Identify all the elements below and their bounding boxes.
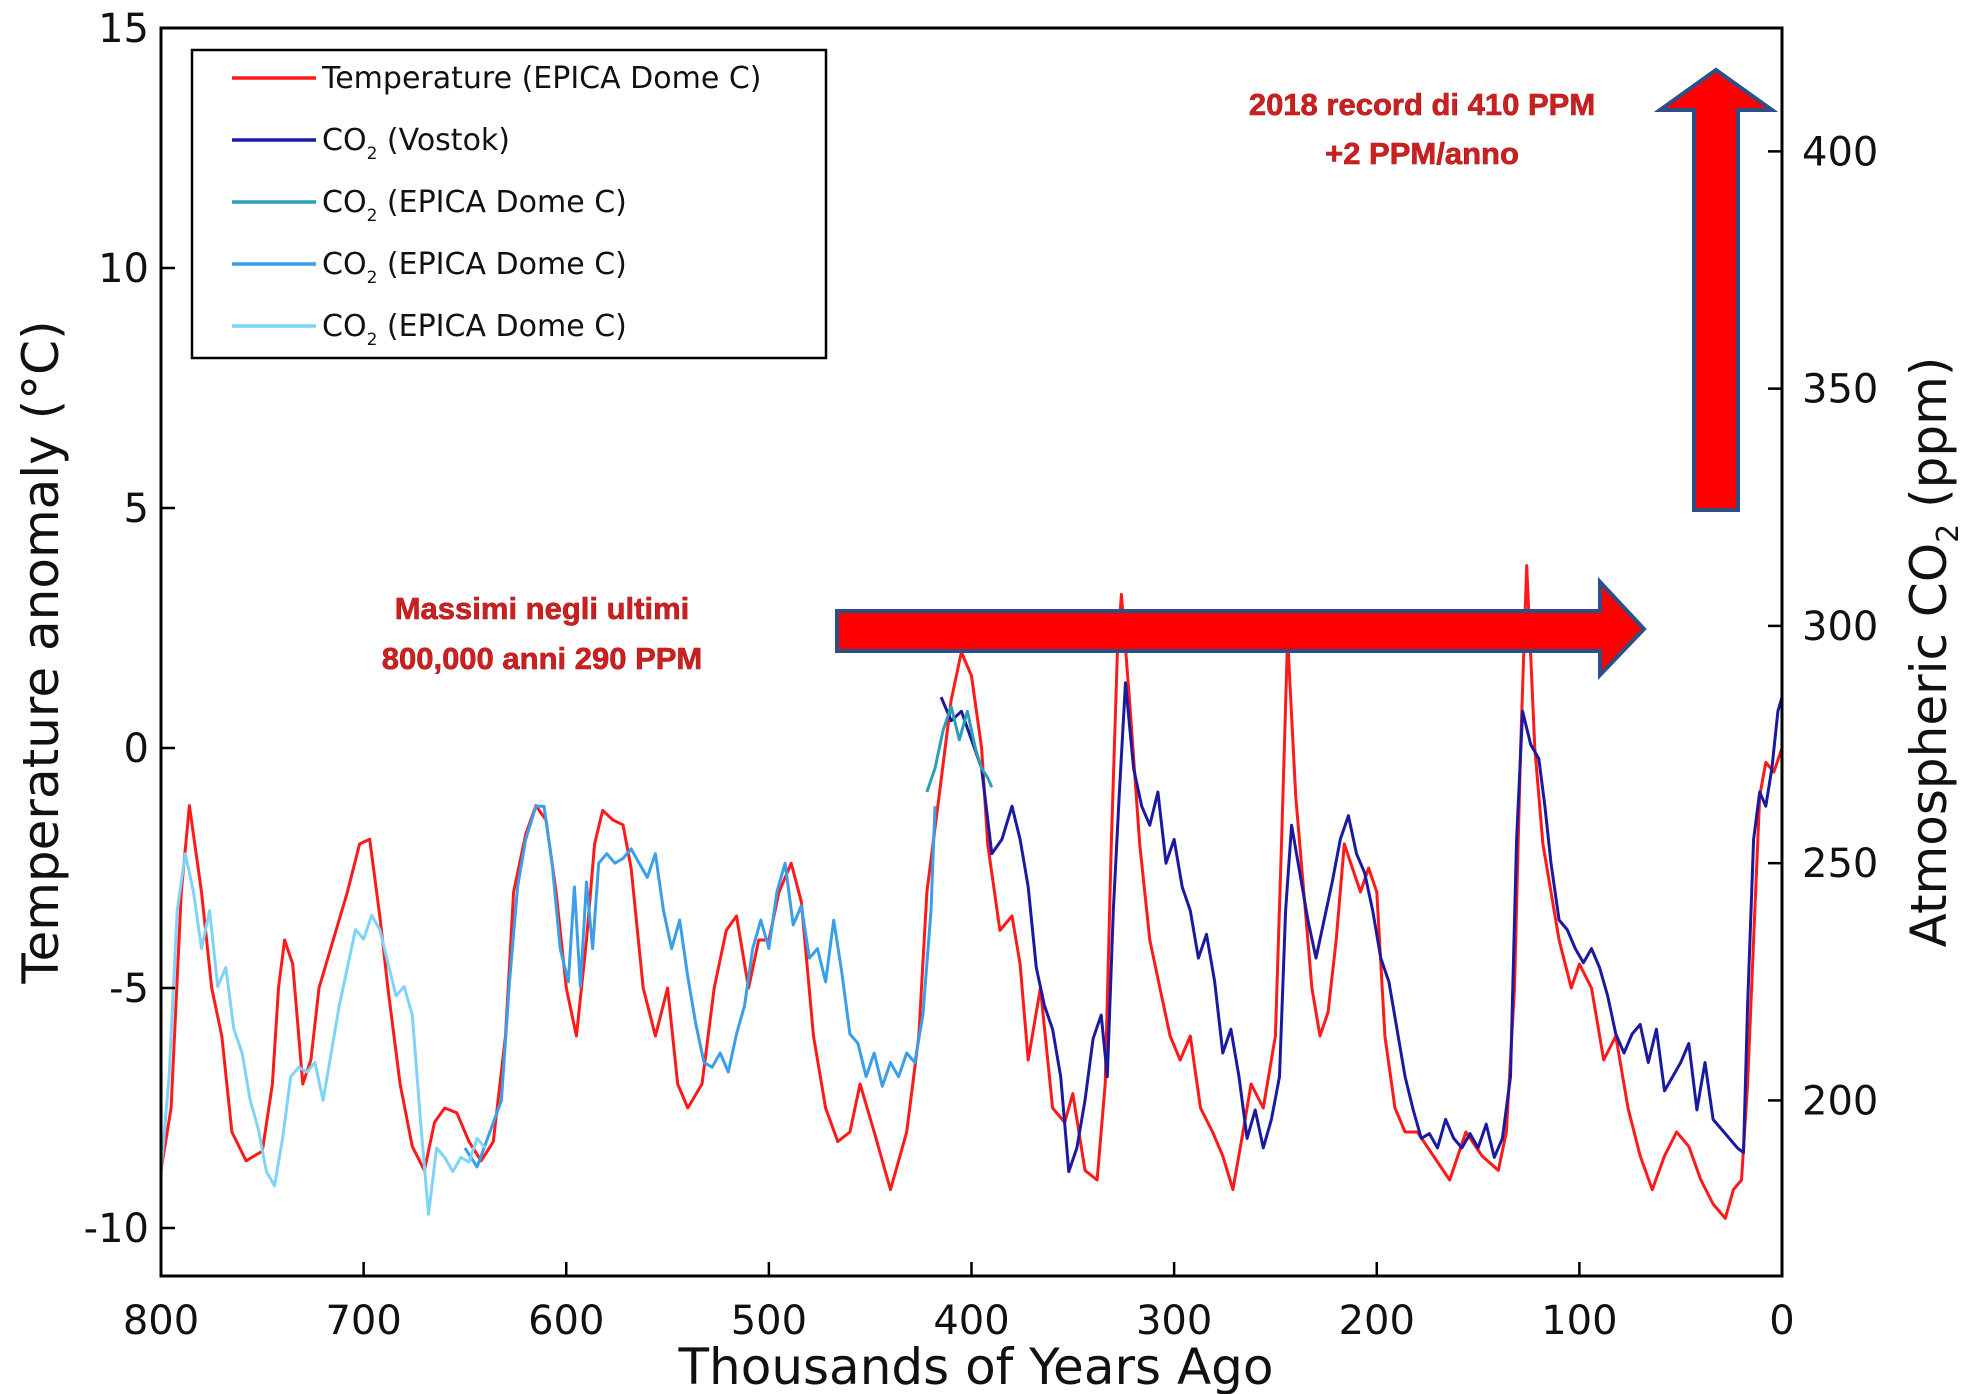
y-tick-label: 10 bbox=[98, 246, 149, 292]
legend-entry-1: CO2 (Vostok) bbox=[322, 123, 510, 164]
legend-entry-3: CO2 (EPICA Dome C) bbox=[322, 247, 627, 288]
record-annotation-line2: +2 PPM/anno bbox=[1325, 136, 1519, 171]
x-tick-label: 700 bbox=[325, 1298, 401, 1344]
y-tick-label: 0 bbox=[124, 726, 149, 772]
x-tick-label: 800 bbox=[123, 1298, 199, 1344]
y2-tick-label: 350 bbox=[1802, 367, 1878, 413]
y2-axis-title: Atmospheric CO2 (ppm) bbox=[1900, 357, 1964, 948]
legend-entry-4: CO2 (EPICA Dome C) bbox=[322, 309, 627, 350]
horizontal-arrow bbox=[835, 576, 1647, 680]
x-axis-title: Thousands of Years Ago bbox=[678, 1338, 1274, 1394]
series-layer bbox=[161, 564, 1782, 1220]
series-line-3 bbox=[463, 804, 937, 1169]
y2-tick-label: 400 bbox=[1802, 129, 1878, 175]
series-line-4 bbox=[161, 852, 487, 1216]
series-line-0 bbox=[161, 564, 1782, 1220]
x-tick-label: 100 bbox=[1541, 1298, 1617, 1344]
x-tick-label: 0 bbox=[1769, 1298, 1794, 1344]
y2-tick-label: 200 bbox=[1802, 1078, 1878, 1124]
plot-frame bbox=[159, 26, 1784, 1278]
y2-tick-label: 300 bbox=[1802, 604, 1878, 650]
legend-entry-0: Temperature (EPICA Dome C) bbox=[321, 61, 762, 96]
vertical-arrow bbox=[1653, 67, 1779, 512]
legend: Temperature (EPICA Dome C) CO2 (Vostok) CO… bbox=[190, 48, 828, 360]
legend-box bbox=[190, 48, 828, 360]
x-tick-label: 400 bbox=[933, 1298, 1009, 1344]
x-tick-label: 600 bbox=[528, 1298, 604, 1344]
y-axis-title: Temperature anomaly (°C) bbox=[12, 320, 70, 984]
max-annotation-line1: Massimi negli ultimi bbox=[395, 591, 690, 626]
y-tick-label: -10 bbox=[84, 1206, 149, 1252]
series-line-2 bbox=[925, 705, 994, 793]
y-tick-label: 15 bbox=[98, 6, 149, 52]
y2-tick-label: 250 bbox=[1802, 841, 1878, 887]
x-tick-label: 200 bbox=[1339, 1298, 1415, 1344]
y-tick-label: 5 bbox=[124, 486, 149, 532]
series-line-1 bbox=[939, 681, 1782, 1174]
y-tick-label: -5 bbox=[109, 966, 149, 1012]
legend-entry-2: CO2 (EPICA Dome C) bbox=[322, 185, 627, 226]
x-tick-label: 300 bbox=[1136, 1298, 1212, 1344]
record-annotation-line1: 2018 record di 410 PPM bbox=[1249, 87, 1595, 122]
x-tick-label: 500 bbox=[731, 1298, 807, 1344]
max-annotation-line2: 800,000 anni 290 PPM bbox=[382, 641, 703, 676]
ticks-layer: 800 700 600 500 400 300 200 100 0 15 10 5 0 -5 -10 400 3… bbox=[84, 6, 1879, 1344]
